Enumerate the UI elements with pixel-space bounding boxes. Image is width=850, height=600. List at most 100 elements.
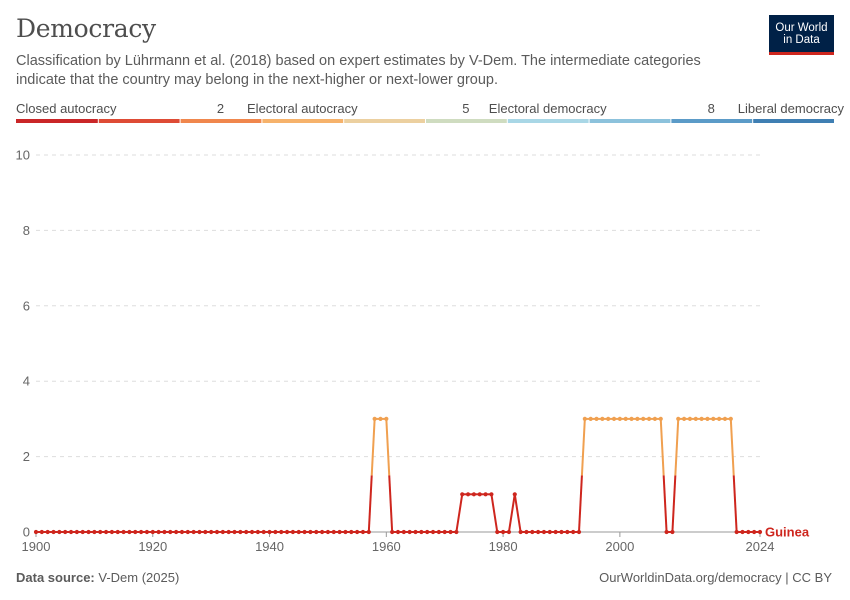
data-point[interactable] [144, 529, 150, 535]
data-point[interactable] [57, 529, 62, 535]
data-point[interactable] [162, 529, 167, 535]
data-point[interactable] [471, 492, 477, 497]
data-point[interactable] [623, 416, 628, 421]
data-point[interactable] [413, 529, 418, 535]
data-point[interactable] [127, 529, 132, 535]
data-point[interactable] [273, 529, 278, 535]
data-point[interactable] [419, 529, 424, 535]
data-point[interactable] [518, 529, 523, 535]
data-point[interactable] [658, 416, 663, 421]
data-point[interactable] [86, 529, 91, 535]
data-point[interactable] [495, 529, 500, 535]
data-point[interactable] [319, 529, 325, 535]
data-point[interactable] [641, 416, 646, 421]
data-point[interactable] [500, 529, 506, 535]
data-point[interactable] [652, 416, 658, 421]
legend-label[interactable]: 5 [462, 101, 469, 116]
data-point[interactable] [290, 529, 296, 535]
data-point[interactable] [133, 529, 138, 535]
data-source-value[interactable]: V-Dem (2025) [98, 570, 180, 585]
data-point[interactable] [407, 529, 412, 535]
data-point[interactable] [302, 529, 307, 535]
data-point[interactable] [384, 416, 389, 421]
data-point[interactable] [226, 529, 231, 535]
data-point[interactable] [185, 529, 190, 535]
data-point[interactable] [617, 416, 622, 421]
data-point[interactable] [536, 529, 541, 535]
data-point[interactable] [635, 416, 640, 421]
data-point[interactable] [220, 529, 225, 535]
data-point[interactable] [425, 529, 430, 535]
data-point[interactable] [238, 529, 243, 535]
data-point[interactable] [74, 529, 79, 535]
data-point[interactable] [401, 529, 406, 535]
data-point[interactable] [378, 416, 383, 421]
data-point[interactable] [279, 529, 284, 535]
data-point[interactable] [699, 416, 704, 421]
data-point[interactable] [693, 416, 698, 421]
data-point[interactable] [600, 416, 605, 421]
data-point[interactable] [296, 529, 301, 535]
data-point[interactable] [559, 529, 564, 535]
data-point[interactable] [681, 416, 687, 421]
data-point[interactable] [33, 529, 39, 535]
data-point[interactable] [168, 529, 173, 535]
data-point[interactable] [524, 529, 529, 535]
data-point[interactable] [541, 529, 547, 535]
data-point[interactable] [214, 529, 220, 535]
legend-label[interactable]: Electoral democracy [489, 101, 607, 116]
data-point[interactable] [314, 529, 319, 535]
data-point[interactable] [582, 416, 587, 421]
data-point[interactable] [588, 416, 593, 421]
data-point[interactable] [103, 529, 109, 535]
data-point[interactable] [430, 529, 436, 535]
data-point[interactable] [349, 529, 354, 535]
data-point[interactable] [150, 529, 155, 535]
data-point[interactable] [98, 529, 103, 535]
data-point[interactable] [728, 416, 733, 421]
data-point[interactable] [483, 492, 488, 497]
legend-label[interactable]: Electoral autocracy [247, 101, 358, 116]
data-point[interactable] [360, 529, 366, 535]
legend-label[interactable]: 8 [708, 101, 715, 116]
data-point[interactable] [390, 529, 395, 535]
data-point[interactable] [465, 492, 471, 497]
data-point[interactable] [454, 529, 459, 535]
data-point[interactable] [244, 529, 249, 535]
data-point[interactable] [138, 529, 144, 535]
data-point[interactable] [395, 529, 401, 535]
data-point[interactable] [757, 529, 763, 535]
data-point[interactable] [325, 529, 331, 535]
data-point[interactable] [547, 529, 552, 535]
data-point[interactable] [722, 416, 728, 421]
series[interactable]: Guinea [33, 416, 810, 540]
data-point[interactable] [115, 529, 120, 535]
data-point[interactable] [489, 492, 494, 497]
data-point[interactable] [80, 529, 85, 535]
data-point[interactable] [39, 529, 44, 535]
data-point[interactable] [477, 492, 482, 497]
data-point[interactable] [530, 529, 535, 535]
legend-label[interactable]: Closed autocracy [16, 101, 117, 116]
data-point[interactable] [629, 416, 634, 421]
data-point[interactable] [746, 529, 751, 535]
data-point[interactable] [232, 529, 237, 535]
data-point[interactable] [337, 529, 342, 535]
data-point[interactable] [355, 529, 360, 535]
data-point[interactable] [553, 529, 558, 535]
data-point[interactable] [68, 529, 74, 535]
data-point[interactable] [436, 529, 441, 535]
data-point[interactable] [664, 529, 669, 535]
data-point[interactable] [308, 529, 313, 535]
legend-label[interactable]: 2 [217, 101, 224, 116]
data-point[interactable] [571, 529, 576, 535]
owid-logo[interactable]: Our World in Data [769, 15, 834, 55]
data-point[interactable] [51, 529, 56, 535]
data-point[interactable] [249, 529, 255, 535]
data-point[interactable] [448, 529, 453, 535]
data-point[interactable] [109, 529, 115, 535]
data-point[interactable] [45, 529, 50, 535]
data-point[interactable] [331, 529, 336, 535]
legend-label[interactable]: Liberal democracy [738, 101, 845, 116]
data-point[interactable] [611, 416, 617, 421]
